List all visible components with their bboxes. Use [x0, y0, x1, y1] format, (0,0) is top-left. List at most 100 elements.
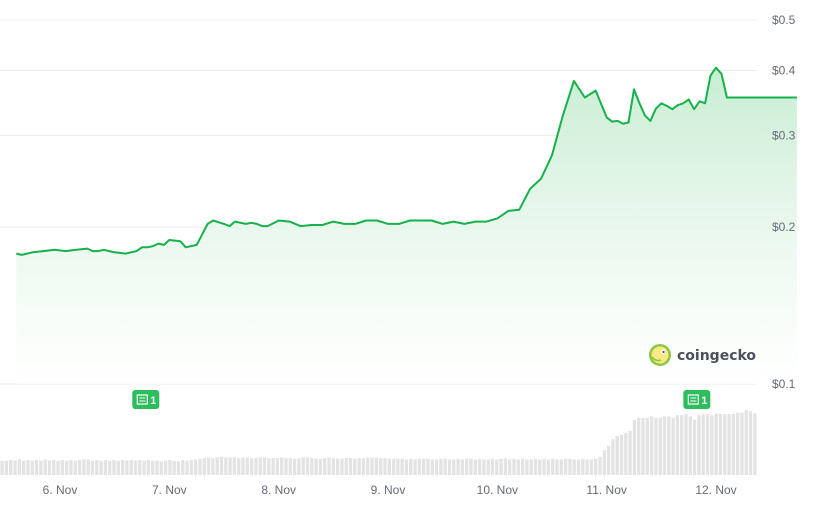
volume-bar	[60, 460, 65, 475]
x-tick-label: 12. Nov	[695, 483, 736, 497]
y-tick-label: $0.4	[772, 63, 796, 77]
volume-bar	[632, 419, 637, 475]
volume-bar	[654, 417, 658, 475]
volume-bar	[495, 459, 499, 475]
volume-bar	[254, 458, 258, 475]
volume-bar	[538, 459, 542, 475]
y-tick-label: $0.1	[772, 377, 796, 391]
volume-bar	[413, 459, 417, 475]
price-area	[16, 67, 797, 384]
price-line	[16, 66, 797, 256]
volume-bar	[714, 413, 718, 475]
volume-bar	[387, 458, 391, 475]
y-tick-label: $0.5	[772, 13, 796, 27]
volume-bar	[499, 458, 503, 475]
volume-bar	[753, 413, 757, 475]
volume-bars	[0, 410, 757, 475]
news-badge[interactable]: 1	[683, 390, 711, 409]
volume-bar	[22, 460, 26, 475]
volume-bar	[563, 458, 568, 475]
volume-bar	[688, 416, 692, 475]
volume-bar	[546, 459, 551, 475]
volume-bar	[404, 459, 409, 475]
volume-bar	[551, 458, 555, 475]
volume-bar	[69, 460, 73, 475]
volume-bar	[748, 411, 753, 475]
volume-bar	[598, 456, 602, 475]
volume-bar	[340, 458, 344, 475]
volume-bar	[422, 458, 426, 475]
volume-bar	[469, 458, 473, 475]
volume-bar	[619, 434, 624, 475]
x-tick-label: 10. Nov	[477, 483, 518, 497]
volume-bar	[146, 460, 151, 475]
volume-bar	[335, 458, 340, 475]
volume-bar	[727, 413, 731, 475]
watermark-text: coingecko	[677, 348, 756, 364]
x-axis-ticks: 6. Nov 7. Nov 8. Nov 9. Nov 10. Nov 11. Nov 12…	[43, 483, 737, 497]
volume-bar	[39, 460, 43, 475]
volume-bar	[516, 459, 520, 475]
volume-bar	[112, 460, 116, 475]
volume-bar	[718, 413, 723, 475]
volume-bar	[77, 460, 82, 475]
volume-bar	[680, 415, 684, 475]
volume-bar	[637, 417, 641, 475]
volume-bar	[667, 416, 671, 475]
volume-bar	[602, 450, 606, 475]
volume-bar	[400, 458, 404, 475]
volume-bar	[568, 458, 572, 475]
volume-bar	[30, 460, 34, 475]
volume-bar	[409, 458, 413, 475]
volume-bar	[331, 458, 335, 475]
volume-bar	[645, 417, 649, 475]
volume-bar	[710, 415, 714, 475]
volume-bar	[611, 439, 615, 475]
volume-bar	[280, 457, 284, 475]
volume-bar	[258, 457, 262, 475]
volume-bar	[383, 458, 387, 475]
volume-bar	[503, 458, 508, 475]
x-tick-label: 8. Nov	[261, 483, 296, 497]
volume-bar	[65, 460, 69, 475]
volume-bar	[310, 458, 314, 475]
volume-bar	[215, 457, 219, 475]
volume-bar	[443, 458, 447, 475]
volume-bar	[47, 460, 52, 475]
volume-bar	[116, 460, 120, 475]
volume-bar	[0, 460, 4, 475]
volume-bar	[512, 458, 516, 475]
volume-bar	[391, 458, 396, 475]
volume-bar	[202, 458, 206, 475]
volume-bar	[103, 460, 108, 475]
news-badge[interactable]: 1	[132, 390, 160, 409]
x-tick-label: 7. Nov	[152, 483, 187, 497]
volume-bar	[185, 460, 189, 475]
volume-bar	[594, 458, 598, 475]
volume-bar	[241, 457, 245, 475]
volume-bar	[120, 460, 125, 475]
x-tick-label: 6. Nov	[43, 483, 78, 497]
volume-bar	[133, 460, 138, 475]
volume-bar	[576, 459, 581, 475]
volume-bar	[245, 457, 249, 475]
volume-bar	[232, 457, 237, 475]
volume-bar	[357, 458, 361, 475]
volume-bar	[649, 416, 654, 475]
volume-bar	[56, 460, 60, 475]
news-badge-count: 1	[150, 395, 156, 407]
volume-bar	[301, 457, 305, 475]
volume-bar	[198, 458, 202, 475]
volume-bar	[456, 458, 460, 475]
volume-bar	[542, 458, 546, 475]
volume-bar	[155, 460, 159, 475]
volume-bar	[366, 457, 370, 475]
volume-bar	[318, 458, 323, 475]
volume-bar	[125, 460, 129, 475]
volume-bar	[374, 457, 378, 475]
volume-bar	[43, 459, 47, 475]
volume-bar	[439, 458, 443, 475]
volume-bar	[555, 459, 559, 475]
